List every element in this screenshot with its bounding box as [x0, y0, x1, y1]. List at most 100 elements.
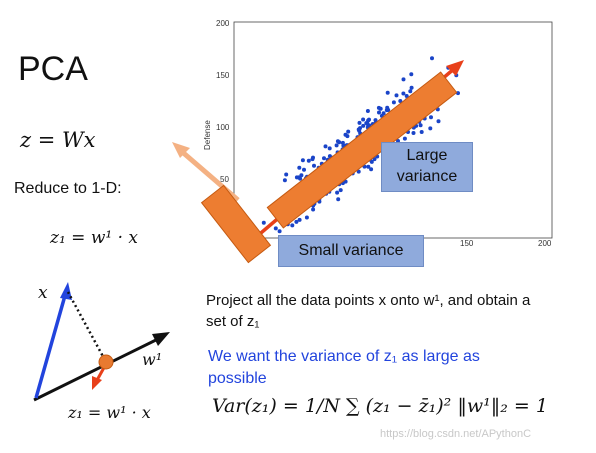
reduce-text: Reduce to 1-D:	[14, 180, 122, 197]
scatter-dot	[322, 156, 326, 161]
equation-z1: z₁ = w¹ · x	[50, 228, 138, 248]
scatter-dot	[294, 175, 299, 180]
x-tick-150: 150	[460, 239, 474, 248]
scatter-dot	[336, 197, 341, 202]
scatter-dot	[337, 140, 342, 145]
scatter-dot	[284, 172, 289, 177]
variance-formula: Var(z₁) = 1/N ∑ (z₁ − z̄₁)² ‖w¹‖₂ = 1	[212, 395, 548, 417]
scatter-dot	[411, 131, 416, 135]
equation-main: z = Wx	[20, 128, 96, 152]
scatter-dot	[273, 226, 278, 231]
scatter-dot	[311, 207, 316, 212]
scatter-dot	[261, 220, 266, 225]
scatter-dot	[304, 215, 309, 220]
scatter-dot	[361, 123, 366, 128]
z1-arrowhead	[92, 376, 102, 390]
projection-line	[66, 291, 108, 363]
scatter-dot	[290, 223, 295, 228]
scatter-dot	[335, 190, 340, 195]
y-tick-100: 100	[216, 123, 230, 132]
scatter-dot	[436, 119, 441, 124]
x-axis-ticks: 150 200	[460, 239, 552, 248]
small-variance-arrowhead	[172, 142, 190, 158]
scatter-dot	[312, 163, 316, 168]
scatter-dot	[369, 167, 374, 172]
y-tick-200: 200	[216, 19, 230, 28]
large-variance-label: Large variance	[381, 142, 473, 192]
w1-arrowhead	[152, 332, 170, 346]
scatter-dot	[401, 77, 406, 82]
scatter-plot: 200 150 100 50 150 200 Defense	[172, 19, 553, 264]
scatter-dot	[367, 117, 371, 122]
y-axis-ticks: 200 150 100 50	[216, 19, 230, 184]
scatter-dot	[343, 132, 348, 137]
large-variance-arrowhead	[446, 60, 464, 76]
scatter-dot	[298, 176, 303, 181]
scatter-dot	[282, 178, 287, 183]
scatter-dot	[357, 120, 362, 125]
x-tick-200: 200	[538, 239, 552, 248]
small-variance-bar	[200, 184, 272, 264]
scatter-dot	[369, 159, 374, 164]
scatter-dot	[341, 143, 346, 148]
scatter-dot	[277, 229, 282, 234]
small-variance-label: Small variance	[278, 235, 424, 267]
label-x: x	[38, 283, 48, 303]
label-w1: w¹	[142, 350, 163, 369]
watermark: https://blog.csdn.net/APythonC	[380, 428, 532, 440]
scatter-dot	[402, 136, 407, 141]
y-tick-50: 50	[220, 175, 229, 184]
project-text: Project all the data points x onto w¹, a…	[206, 292, 531, 330]
scatter-dot	[386, 108, 391, 112]
scatter-dot	[394, 93, 399, 98]
scatter-dot	[365, 109, 370, 113]
scatter-dot	[398, 99, 403, 103]
scatter-dot	[377, 110, 381, 115]
w1-axis-line	[33, 336, 161, 402]
scatter-dot	[364, 121, 369, 126]
want-text: We want the variance of z₁ as large as p…	[208, 348, 480, 387]
scatter-dot	[428, 126, 433, 131]
scatter-dot	[391, 100, 396, 105]
scatter-dot	[297, 217, 302, 222]
y-tick-150: 150	[216, 71, 230, 80]
scatter-dot	[306, 158, 311, 163]
scatter-dot	[381, 111, 386, 116]
projection-point	[98, 354, 114, 370]
scatter-dot	[385, 90, 390, 95]
scatter-dot	[430, 56, 434, 61]
scatter-dot	[418, 123, 423, 128]
page-title: PCA	[18, 50, 88, 88]
scatter-dot	[366, 164, 371, 169]
x-vector	[34, 291, 68, 399]
scatter-dot	[338, 188, 343, 193]
scatter-dot	[404, 94, 409, 98]
scatter-dot	[294, 219, 299, 224]
scatter-dot	[300, 158, 305, 163]
scatter-dot	[378, 106, 383, 111]
scatter-dot	[323, 144, 328, 149]
scatter-dot	[356, 127, 361, 132]
large-variance-bar	[266, 71, 458, 229]
scatter-dot	[334, 143, 339, 148]
scatter-dot	[408, 89, 413, 94]
scatter-dot	[373, 118, 378, 123]
scatter-dot	[302, 167, 306, 172]
scatter-dot	[419, 130, 424, 134]
scatter-dot	[310, 157, 315, 162]
x-arrowhead	[60, 282, 72, 300]
y-axis-label: Defense	[203, 120, 212, 150]
scatter-dot	[346, 129, 351, 134]
projection-diagram	[33, 282, 170, 402]
scatter-dot	[327, 146, 332, 151]
label-z1: z₁ = w¹ · x	[68, 403, 151, 422]
scatter-dot	[401, 91, 406, 96]
scatter-dot	[456, 91, 460, 96]
scatter-dot	[409, 85, 414, 90]
scatter-dot	[297, 165, 302, 170]
scatter-dot	[429, 115, 433, 120]
scatter-dot	[299, 173, 304, 178]
scatter-dot	[409, 72, 414, 77]
scatter-dot	[356, 169, 361, 174]
scatter-dot	[361, 117, 366, 122]
